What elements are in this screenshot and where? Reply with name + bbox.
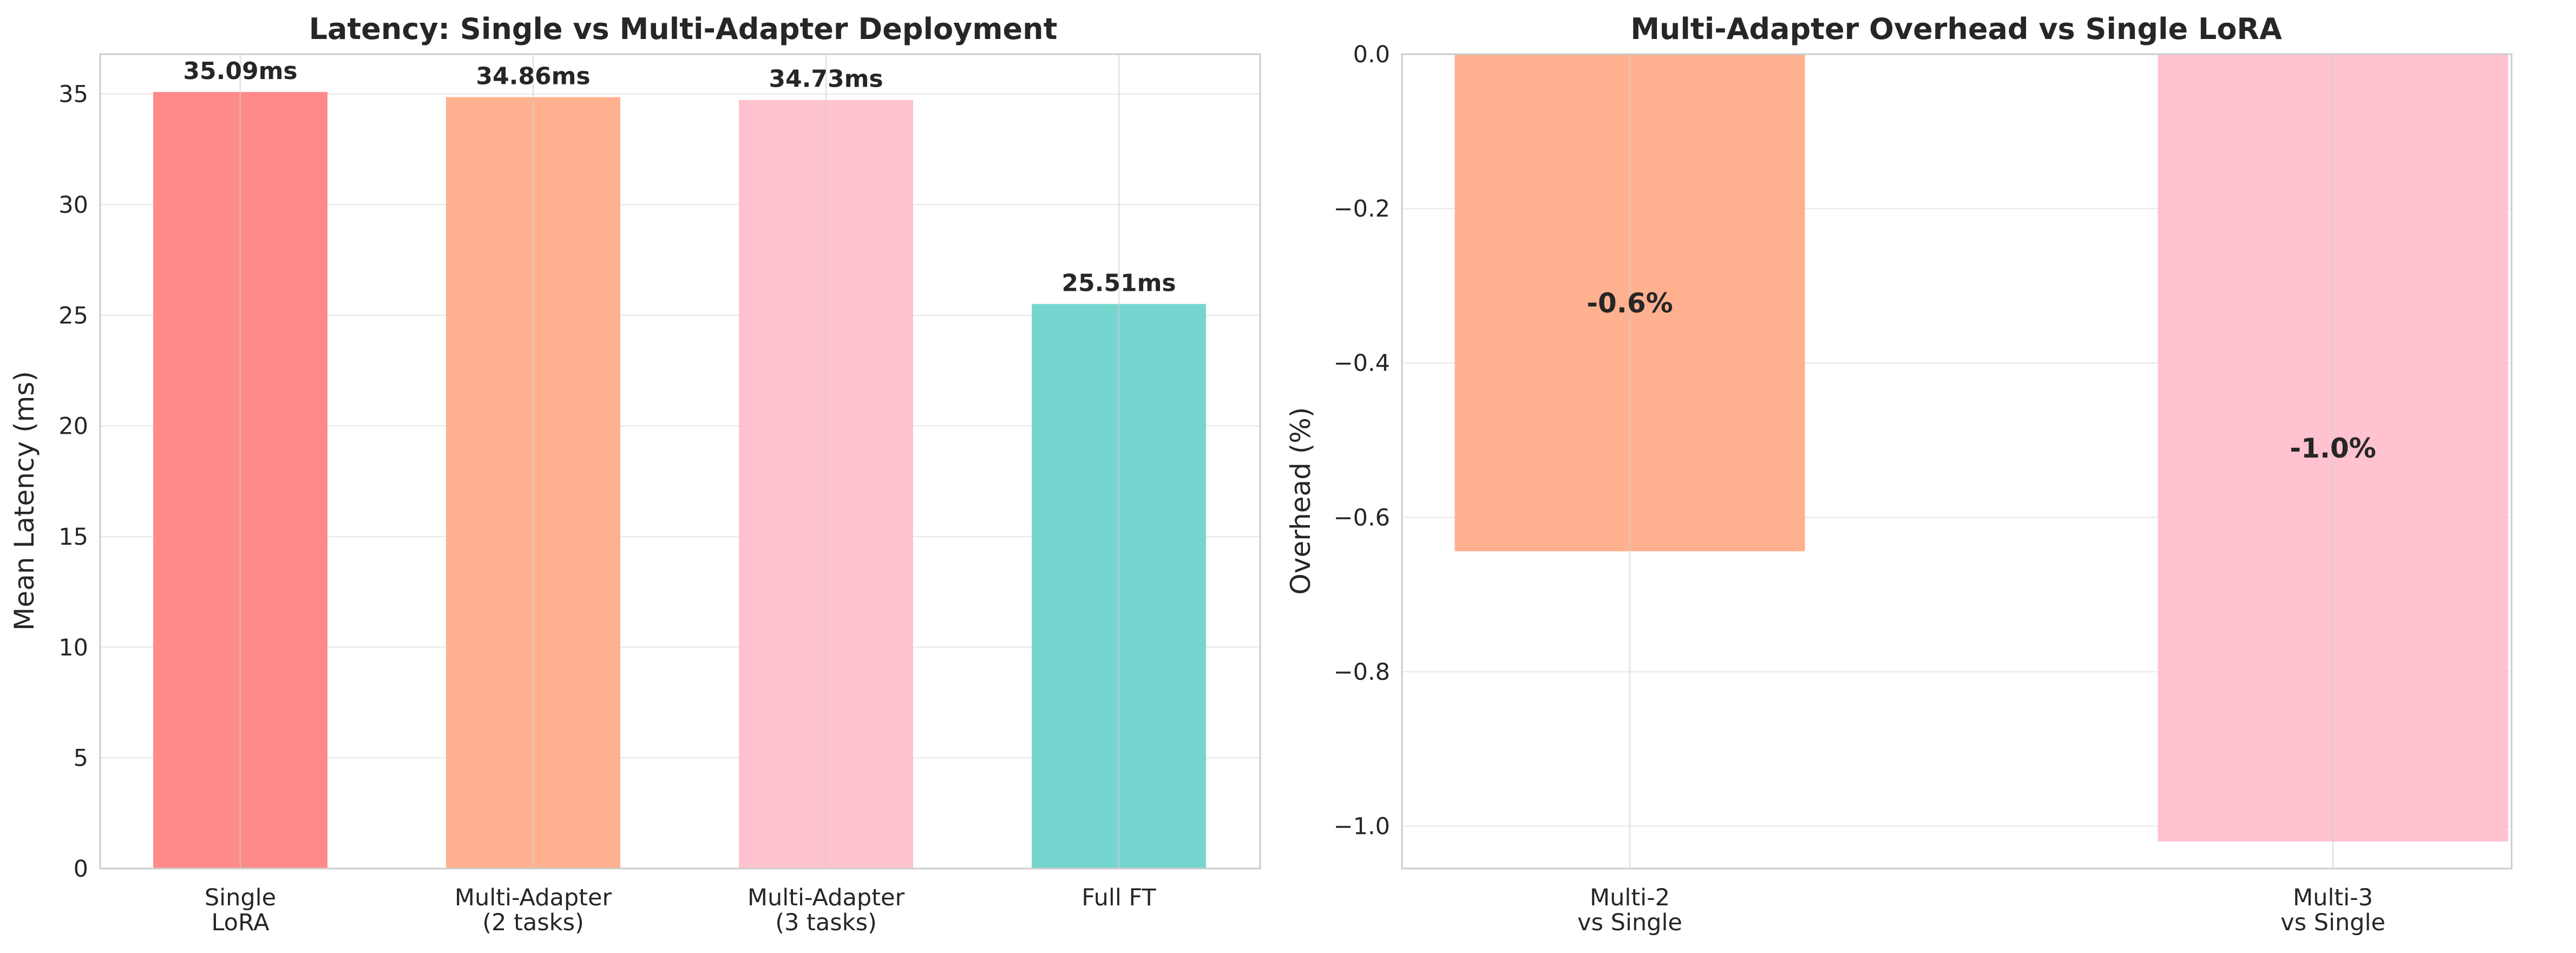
latency-xtick-label: LoRA (211, 909, 270, 936)
overhead-vgrid (1629, 54, 2334, 869)
latency-chart: Latency: Single vs Multi-Adapter Deploym… (9, 12, 1261, 936)
latency-ytick-label: 25 (58, 302, 88, 329)
latency-xtick-label: Multi-Adapter (455, 884, 612, 911)
latency-chart-title: Latency: Single vs Multi-Adapter Deploym… (309, 12, 1058, 46)
latency-vgrid (239, 54, 1120, 869)
overhead-ytick-label: −0.2 (1334, 195, 1390, 223)
latency-xtick-label: Single (205, 884, 276, 911)
latency-data-labels: 35.09ms 34.86ms 34.73ms 25.51ms (183, 57, 1176, 297)
latency-data-label: 34.73ms (769, 66, 883, 93)
latency-xtick-label: (2 tasks) (482, 909, 584, 936)
overhead-xtick-label: Multi-3 (2293, 884, 2373, 911)
overhead-xtick-label: vs Single (2280, 909, 2385, 936)
overhead-ytick-label: −0.6 (1334, 504, 1390, 531)
latency-xtick-label: (3 tasks) (775, 909, 877, 936)
overhead-chart: Multi-Adapter Overhead vs Single LoRA Ov… (1285, 12, 2513, 936)
overhead-chart-title: Multi-Adapter Overhead vs Single LoRA (1630, 12, 2282, 46)
overhead-chart-ylabel: Overhead (%) (1285, 407, 1316, 595)
latency-ytick-label: 20 (58, 413, 88, 440)
overhead-xtick-label: vs Single (1577, 909, 1682, 936)
latency-ytick-label: 15 (58, 524, 88, 551)
latency-ytick-label: 5 (74, 745, 88, 772)
latency-ytick-label: 35 (58, 81, 88, 108)
latency-yticks: 0 5 10 15 20 25 30 35 (58, 81, 88, 883)
latency-data-label: 35.09ms (183, 57, 297, 85)
overhead-data-label: -1.0% (2290, 433, 2376, 464)
latency-ytick-label: 30 (58, 192, 88, 219)
overhead-yticks: 0.0 −0.2 −0.4 −0.6 −0.8 −1.0 (1334, 41, 1390, 840)
latency-data-label: 25.51ms (1061, 269, 1176, 297)
latency-xtick-label: Multi-Adapter (748, 884, 905, 911)
latency-bars (153, 92, 1206, 869)
overhead-ytick-label: −1.0 (1334, 813, 1390, 840)
latency-ytick-label: 10 (58, 634, 88, 661)
latency-plot-frame (99, 53, 1261, 870)
latency-chart-ylabel: Mean Latency (ms) (9, 371, 40, 630)
latency-ytick-label: 0 (74, 856, 88, 883)
overhead-xtick-label: Multi-2 (1590, 884, 1670, 911)
overhead-data-label: -0.6% (1587, 288, 1673, 319)
overhead-ytick-label: 0.0 (1353, 41, 1390, 68)
overhead-plot-frame (1401, 53, 2513, 870)
overhead-data-labels: -0.6% -1.0% (1587, 288, 2376, 464)
overhead-ytick-label: −0.4 (1334, 350, 1390, 377)
latency-xtick-label: Full FT (1081, 884, 1156, 911)
overhead-ytick-label: −0.8 (1334, 658, 1390, 686)
latency-data-label: 34.86ms (476, 62, 590, 90)
